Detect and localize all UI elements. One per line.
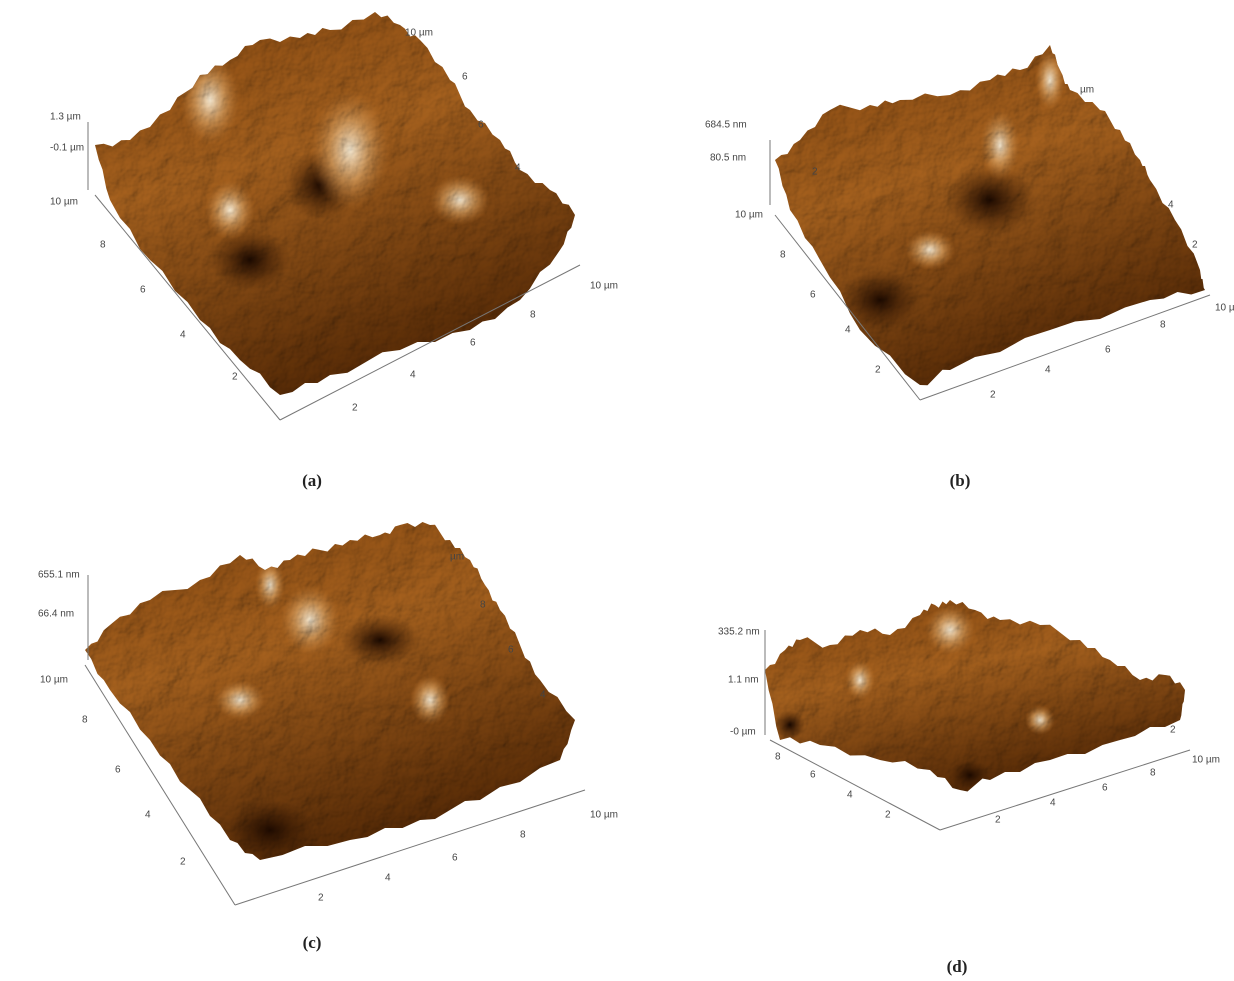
axis-label: 655.1 nm xyxy=(38,570,80,581)
axis-label: 2 xyxy=(1192,240,1198,251)
panel-caption: (c) xyxy=(303,933,322,952)
axis-label: 6 xyxy=(470,338,476,349)
surface-texture xyxy=(95,12,575,395)
axis-label: -0.1 µm xyxy=(50,143,84,154)
axis-label: 6 xyxy=(452,853,458,864)
axis-label: 4 xyxy=(145,810,151,821)
panel-caption: (d) xyxy=(947,957,968,976)
axis-label: 2 xyxy=(1170,725,1176,736)
axis-label: 4 xyxy=(1168,200,1174,211)
axis-label: 10 µm xyxy=(590,810,618,821)
axis-label: 2 xyxy=(875,365,881,376)
axis-label: 66.4 nm xyxy=(38,609,74,620)
axis-label: 10 µm xyxy=(405,28,433,39)
axis-label: 4 xyxy=(845,325,851,336)
axis-label: 8 xyxy=(100,240,106,251)
axis-label: 4 xyxy=(410,370,416,381)
axis-label: 6 xyxy=(810,770,816,781)
axis-label: µm xyxy=(450,552,464,563)
axis-label: 2 xyxy=(232,372,238,383)
axis-label: 6 xyxy=(478,120,484,131)
axis-label: 4 xyxy=(180,330,186,341)
axis-label: 6 xyxy=(508,645,514,656)
axis-label: 4 xyxy=(1045,365,1051,376)
axis-label: 8 xyxy=(530,310,536,321)
figure: 1.3 µm -0.1 µm 10 µm 8 6 4 2 2 4 6 8 10 µm 10 µm 6 6 4 (… xyxy=(0,0,1234,981)
panel-caption: (b) xyxy=(950,471,971,490)
panels: 1.3 µm -0.1 µm 10 µm 8 6 4 2 2 4 6 8 10 µm 10 µm 6 6 4 (… xyxy=(38,12,1234,976)
axis-label: 6 xyxy=(1102,783,1108,794)
axis-label: 10 µm xyxy=(1215,303,1234,314)
axis-label: 2 xyxy=(812,167,818,178)
axis-label: 2 xyxy=(318,893,324,904)
axis-label: 8 xyxy=(520,830,526,841)
axis-label: 4 xyxy=(515,163,521,174)
axis-label: 8 xyxy=(780,250,786,261)
axis-label: 8 xyxy=(1150,768,1156,779)
axis-label: 8 xyxy=(480,600,486,611)
axis-label: 6 xyxy=(140,285,146,296)
axis-label: 10 µm xyxy=(590,281,618,292)
axis-label: 2 xyxy=(885,810,891,821)
axis-label: 4 xyxy=(847,790,853,801)
axis-label: 10 µm xyxy=(50,197,78,208)
afm-panel: 684.5 nm 80.5 nm 10 µm 8 6 4 2 2 4 6 8 10 µm µm 4 2 2 (b… xyxy=(705,45,1234,490)
axis-label: 8 xyxy=(82,715,88,726)
axis-label: 8 xyxy=(1160,320,1166,331)
afm-panel: 655.1 nm 66.4 nm 10 µm 8 6 4 2 2 4 6 8 10 µm µm 8 6 4 (c… xyxy=(38,522,618,952)
axis-label: -0 µm xyxy=(730,727,756,738)
axis-label: 6 xyxy=(462,72,468,83)
axis-label: 4 xyxy=(1050,798,1056,809)
axis-label: 6 xyxy=(115,765,121,776)
axis-label: µm xyxy=(1080,85,1094,96)
afm-panel: 1.3 µm -0.1 µm 10 µm 8 6 4 2 2 4 6 8 10 µm 10 µm 6 6 4 (… xyxy=(50,12,618,490)
axis-label: 4 xyxy=(540,690,546,701)
axis-label: 2 xyxy=(990,390,996,401)
axis-label: 4 xyxy=(385,873,391,884)
surface-texture xyxy=(765,600,1185,792)
panel-caption: (a) xyxy=(302,471,322,490)
afm-panel: 335.2 nm 1.1 nm -0 µm 8 6 4 2 2 4 6 8 10 µm 2 (d) xyxy=(718,600,1220,976)
axis-label: 6 xyxy=(810,290,816,301)
axis-label: 1.3 µm xyxy=(50,112,81,123)
axis-label: 2 xyxy=(180,857,186,868)
axis-label: 2 xyxy=(352,403,358,414)
axis-label: 10 µm xyxy=(1192,755,1220,766)
surface-texture xyxy=(85,522,575,860)
axis-label: 6 xyxy=(1105,345,1111,356)
axis-label: 2 xyxy=(995,815,1001,826)
surface-texture xyxy=(775,45,1205,385)
axis-label: 335.2 nm xyxy=(718,627,760,638)
axis-label: 80.5 nm xyxy=(710,153,746,164)
axis-label: 8 xyxy=(775,752,781,763)
axis-label: 1.1 nm xyxy=(728,675,759,686)
axis-label: 10 µm xyxy=(40,675,68,686)
axis-label: 684.5 nm xyxy=(705,120,747,131)
axis-label: 10 µm xyxy=(735,210,763,221)
